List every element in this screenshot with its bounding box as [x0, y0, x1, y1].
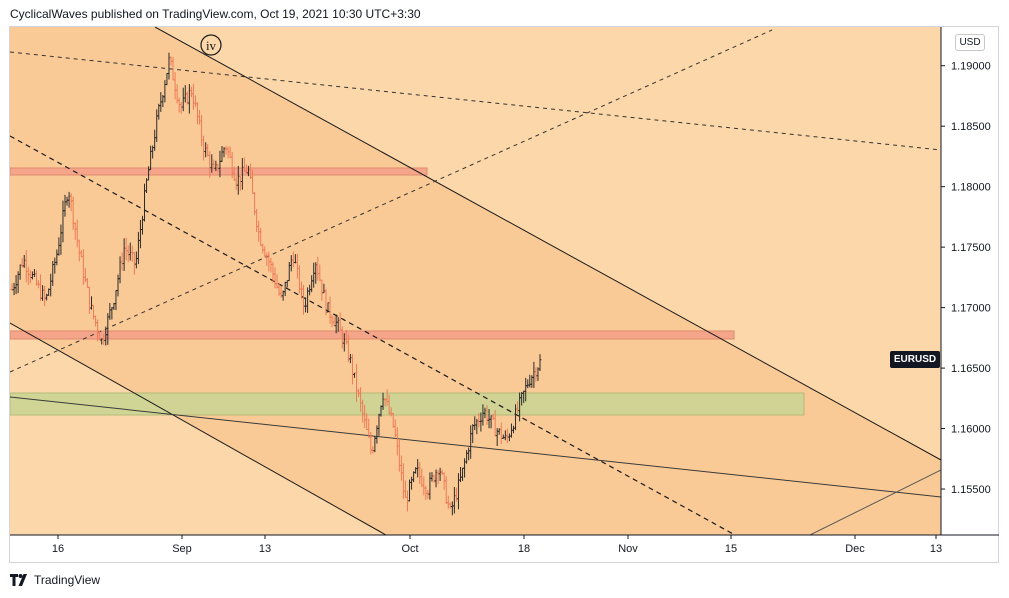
footer-brand: TradingView	[34, 573, 101, 587]
time-tick-label: Dec	[845, 543, 865, 555]
price-tick-label: 1.16500	[951, 363, 991, 375]
time-tick-label: Nov	[618, 543, 638, 555]
price-tick-label: 1.17000	[951, 303, 991, 315]
resistance-zone-middle	[10, 330, 735, 340]
time-tick-label: 16	[52, 543, 64, 555]
price-tick-label: 1.19000	[951, 61, 991, 73]
tradingview-logo-icon	[10, 574, 27, 586]
support-trendline	[10, 396, 941, 498]
time-tick-label: Oct	[401, 543, 418, 555]
dashed-trend-2	[10, 29, 773, 373]
footer[interactable]: TradingView	[10, 572, 100, 588]
time-tick-label: 13	[930, 543, 942, 555]
channel-upper-line	[154, 27, 941, 461]
chart-publish-header: CyclicalWaves published on TradingView.c…	[10, 7, 421, 21]
price-tick-label: 1.17500	[951, 242, 991, 254]
wave-label: iv	[206, 38, 217, 53]
wave-label-circle	[200, 34, 222, 56]
price-tick-label: 1.18000	[951, 182, 991, 194]
price-tick-label: 1.16000	[951, 424, 991, 436]
rising-line	[809, 469, 941, 535]
chart-frame[interactable]	[9, 26, 999, 563]
time-tick-label: 15	[725, 543, 737, 555]
support-zone	[10, 392, 805, 416]
time-tick-label: 13	[259, 543, 271, 555]
time-tick-label: 18	[518, 543, 530, 555]
currency-badge[interactable]: USD	[955, 34, 985, 51]
price-tick-label: 1.18500	[951, 121, 991, 133]
symbol-price-badge: EURUSD	[890, 351, 940, 368]
resistance-zone-upper	[10, 167, 428, 176]
price-axis[interactable]: 1.19000 1.18500 1.18000 1.17500 1.17000 1.165…	[941, 61, 991, 496]
channel-lower-line	[10, 322, 387, 535]
time-tick-label: Sep	[172, 543, 192, 555]
price-tick-label: 1.15500	[951, 484, 991, 496]
candles-group	[10, 52, 542, 516]
dashed-trend-1	[10, 135, 736, 535]
time-axis[interactable]: 16 Sep 13 Oct 18 Nov 15 Dec 13	[52, 535, 942, 555]
